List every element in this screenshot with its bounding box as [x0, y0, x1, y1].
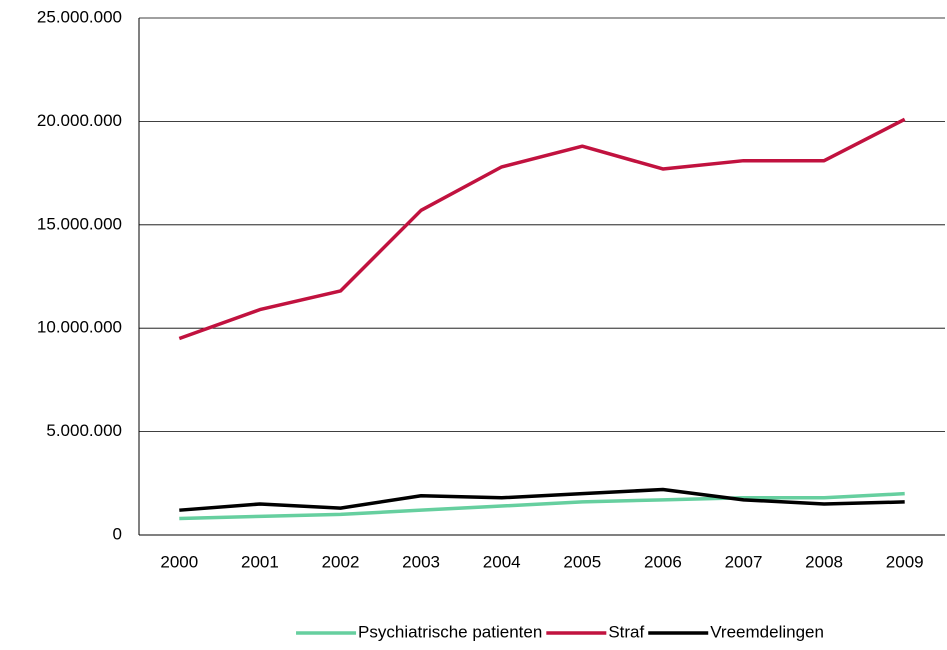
legend-label: Straf — [608, 622, 644, 641]
x-tick-label: 2008 — [805, 552, 843, 571]
legend-label: Vreemdelingen — [710, 622, 824, 641]
x-tick-label: 2002 — [322, 552, 360, 571]
x-tick-label: 2005 — [563, 552, 601, 571]
y-tick-label: 20.000.000 — [37, 111, 122, 130]
line-series — [179, 491, 905, 521]
x-tick-label: 2003 — [402, 552, 440, 571]
y-tick-label: 5.000.000 — [46, 421, 122, 440]
y-tick-label: 10.000.000 — [37, 318, 122, 337]
x-tick-label: 2009 — [886, 552, 924, 571]
x-tick-label: 2006 — [644, 552, 682, 571]
y-tick-label: 25.000.000 — [37, 7, 122, 26]
legend-label: Psychiatrische patienten — [358, 622, 542, 641]
line-series — [178, 117, 906, 341]
y-tick-label: 0 — [113, 524, 122, 543]
x-tick-label: 2004 — [483, 552, 521, 571]
x-tick-label: 2007 — [725, 552, 763, 571]
x-tick-label: 2000 — [160, 552, 198, 571]
y-tick-label: 15.000.000 — [37, 214, 122, 233]
x-tick-label: 2001 — [241, 552, 279, 571]
line-series — [179, 487, 905, 512]
